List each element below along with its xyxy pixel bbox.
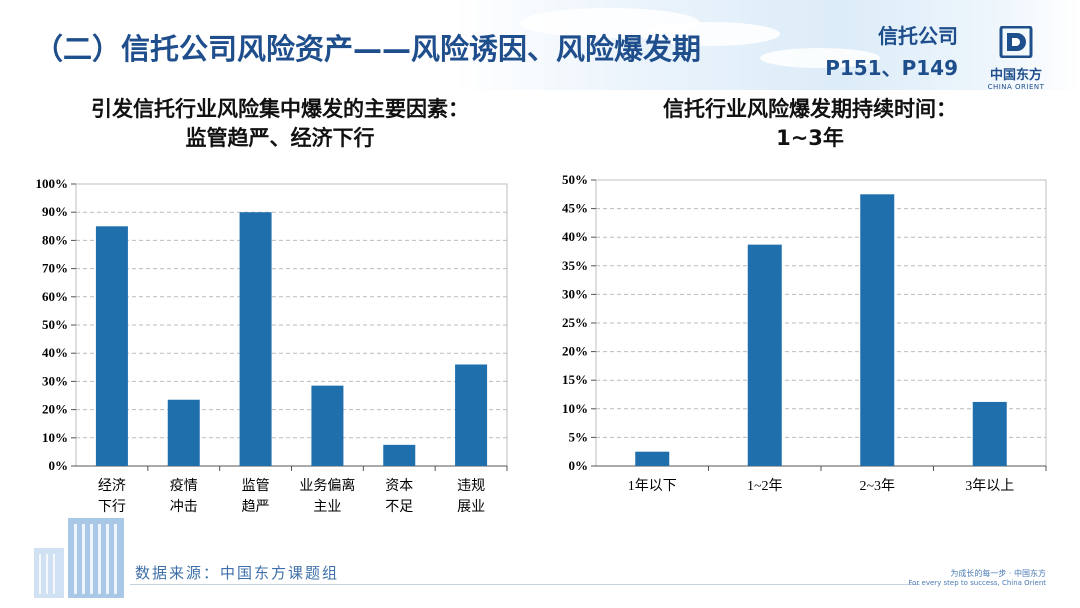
x-tick-label: 展业 [457, 499, 485, 515]
y-tick-label: 35% [562, 258, 588, 273]
bar [455, 364, 488, 466]
y-tick-label: 10% [562, 401, 588, 416]
risk-factors-bar-chart: 0% 10% 20% 30% 40% 50% 60% 70% 80% 90% 100% 经济下行 疫情冲… [36, 176, 508, 515]
slogan-english: For every step to success, China Orient [908, 579, 1046, 587]
slogan-chinese: 为成长的每一步 · 中国东方 [950, 569, 1046, 578]
bar [167, 399, 200, 466]
y-tick-label: 100% [36, 176, 69, 191]
x-tick-label: 监管 [242, 478, 270, 494]
x-tick-label: 主业 [313, 499, 341, 515]
y-tick-label: 50% [562, 172, 588, 187]
bar [383, 444, 416, 466]
y-tick-label: 70% [42, 261, 68, 276]
x-tick-label: 3年以上 [965, 478, 1014, 494]
bar [635, 451, 670, 466]
footer-divider [130, 584, 920, 585]
x-tick-label: 冲击 [170, 499, 198, 515]
right-chart-subtitle: 信托行业风险爆发期持续时间： 1~3年 [560, 95, 1060, 153]
y-tick-label: 45% [562, 201, 588, 216]
reference-line-2: P151、P149 [825, 56, 958, 80]
bar [972, 401, 1007, 466]
x-tick-label: 1~2年 [747, 478, 783, 494]
x-tick-label: 违规 [457, 478, 485, 494]
y-tick-label: 40% [42, 345, 68, 360]
footer-slogan: 为成长的每一步 · 中国东方 For every step to success… [908, 568, 1046, 587]
y-tick-label: 0% [49, 458, 69, 473]
y-tick-label: 30% [42, 373, 68, 388]
company-logo: 中国东方 CHINA ORIENT [980, 25, 1052, 91]
right-subtitle-line-1: 信托行业风险爆发期持续时间： [663, 97, 957, 121]
cloud-decoration [640, 22, 780, 46]
left-subtitle-line-2: 监管趋严、经济下行 [185, 126, 375, 150]
y-tick-label: 10% [42, 430, 68, 445]
left-chart-subtitle: 引发信托行业风险集中爆发的主要因素： 监管趋严、经济下行 [30, 95, 530, 153]
x-tick-label: 不足 [385, 500, 413, 515]
header-background [0, 0, 1080, 90]
bar [747, 244, 782, 466]
bar [860, 194, 895, 467]
page-title: （二）信托公司风险资产——风险诱因、风险爆发期 [34, 32, 702, 66]
x-tick-label: 资本 [385, 478, 413, 494]
y-tick-label: 60% [42, 289, 68, 304]
y-tick-label: 50% [42, 317, 68, 332]
building-decoration-icon [34, 518, 124, 598]
y-tick-label: 40% [562, 229, 588, 244]
logo-name: 中国东方 [989, 68, 1042, 83]
reference-line-1: 信托公司 [878, 24, 958, 48]
x-tick-label: 趋严 [242, 499, 270, 515]
y-tick-label: 80% [42, 232, 68, 247]
bar [239, 212, 272, 466]
x-tick-label: 疫情 [170, 478, 198, 494]
y-tick-label: 90% [42, 204, 68, 219]
bar [95, 226, 128, 466]
y-tick-label: 20% [562, 344, 588, 359]
x-tick-label: 经济 [98, 478, 126, 494]
y-tick-label: 30% [562, 286, 588, 301]
y-tick-label: 0% [569, 458, 589, 473]
right-subtitle-line-2: 1~3年 [776, 126, 844, 150]
x-tick-label: 2~3年 [859, 478, 895, 494]
left-subtitle-line-1: 引发信托行业风险集中爆发的主要因素： [91, 97, 469, 121]
y-tick-label: 25% [562, 315, 588, 330]
cloud-decoration [760, 48, 880, 68]
logo-subtitle: CHINA ORIENT [987, 83, 1045, 91]
y-tick-label: 5% [569, 429, 589, 444]
x-tick-label: 业务偏离 [299, 477, 355, 494]
data-source: 数据来源：中国东方课题组 [135, 564, 340, 582]
x-tick-label: 下行 [98, 499, 126, 515]
y-tick-label: 20% [42, 402, 68, 417]
x-tick-label: 1年以下 [628, 478, 677, 494]
y-tick-label: 15% [562, 372, 588, 387]
logo-mark-icon [999, 25, 1033, 59]
bar [311, 385, 344, 466]
risk-duration-bar-chart: 0% 5% 10% 15% 20% 25% 30% 35% 40% 45% 50% 1年以下 1~2年 2… [562, 172, 1047, 494]
